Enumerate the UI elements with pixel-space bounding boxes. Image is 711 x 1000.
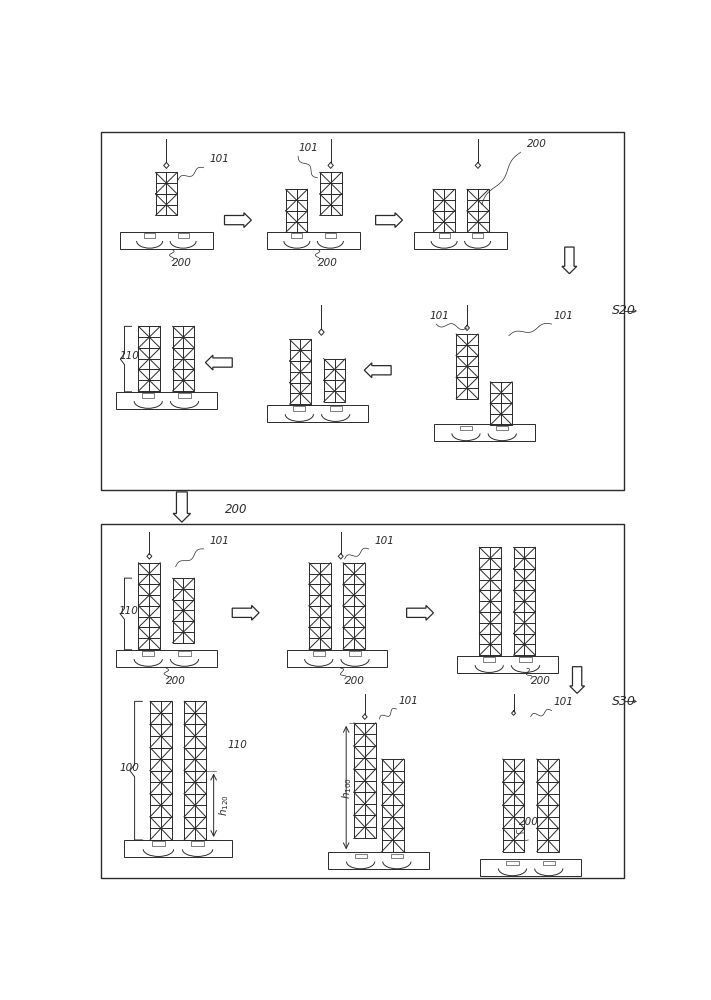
Polygon shape (407, 605, 434, 620)
Text: $h_{120}$: $h_{120}$ (218, 794, 231, 816)
Text: 110: 110 (228, 740, 247, 750)
Text: 101: 101 (399, 696, 419, 706)
Text: 101: 101 (554, 311, 574, 321)
Text: 101: 101 (430, 311, 450, 321)
Text: 200: 200 (527, 139, 547, 149)
Text: 200: 200 (519, 817, 539, 827)
Text: 110: 110 (118, 606, 138, 616)
Polygon shape (364, 363, 391, 378)
Polygon shape (232, 605, 259, 620)
Polygon shape (562, 247, 577, 274)
Text: 200: 200 (345, 676, 365, 686)
Text: 200: 200 (318, 258, 338, 268)
Text: S30: S30 (612, 695, 636, 708)
Text: 200: 200 (225, 503, 247, 516)
Polygon shape (173, 492, 191, 522)
Text: 101: 101 (374, 536, 394, 546)
Text: 101: 101 (209, 154, 229, 164)
Text: 200: 200 (530, 676, 550, 686)
Polygon shape (570, 667, 584, 693)
Text: 110: 110 (120, 351, 140, 361)
Text: 200: 200 (166, 676, 186, 686)
Text: 101: 101 (554, 697, 574, 707)
Text: 200: 200 (172, 258, 192, 268)
Polygon shape (375, 213, 402, 227)
Polygon shape (205, 355, 232, 370)
Text: S20: S20 (612, 304, 636, 317)
Text: 101: 101 (209, 536, 229, 546)
Text: $h_{100}$: $h_{100}$ (340, 777, 354, 799)
Text: 100: 100 (120, 763, 140, 773)
Polygon shape (225, 213, 251, 227)
Text: 101: 101 (298, 143, 318, 153)
